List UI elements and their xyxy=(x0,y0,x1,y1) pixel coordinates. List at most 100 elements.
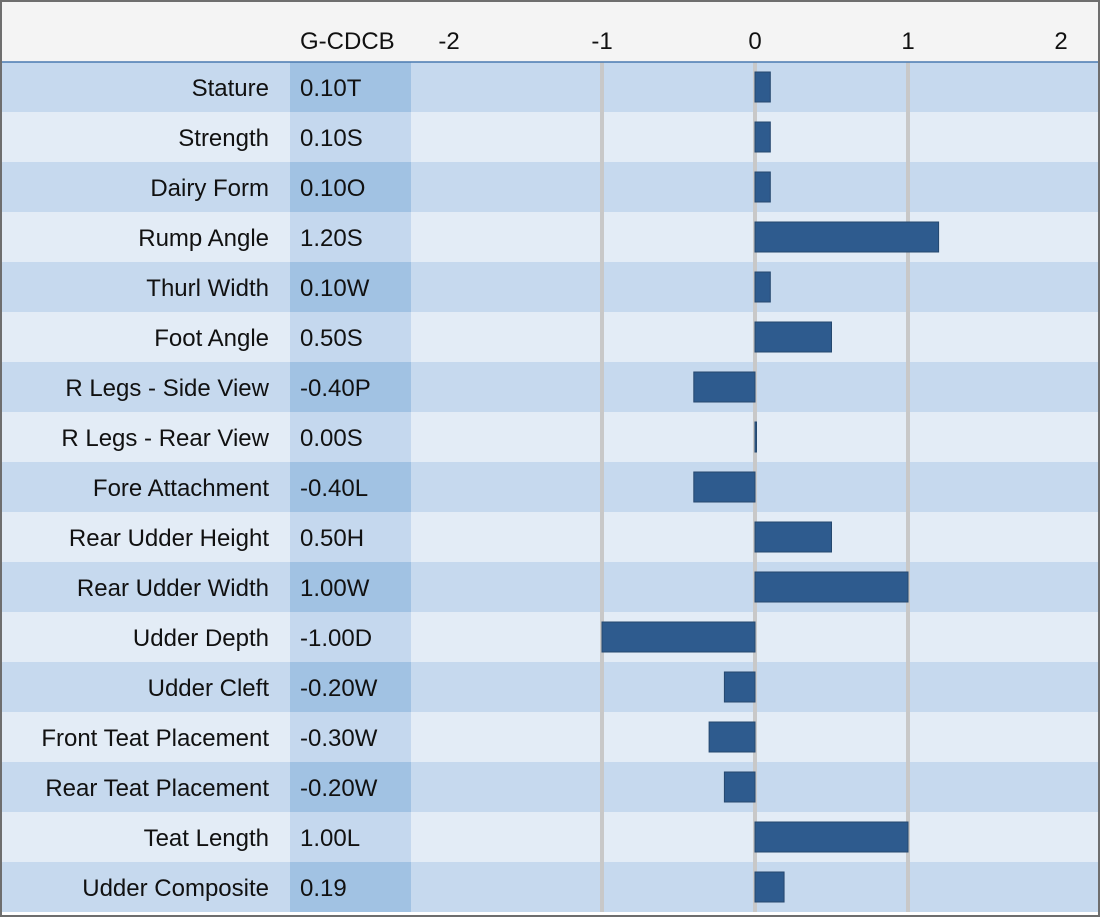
header-background xyxy=(0,0,1100,62)
row-background xyxy=(0,162,1100,212)
value-label: 0.19 xyxy=(300,875,347,902)
x-tick-label: -2 xyxy=(438,28,459,55)
value-cell-background xyxy=(290,662,411,712)
row-background xyxy=(0,312,1100,362)
bar xyxy=(723,771,756,803)
value-label: -0.40L xyxy=(300,475,368,502)
value-cell-background xyxy=(290,262,411,312)
category-label: Rear Udder Width xyxy=(77,575,269,602)
x-tick-label: 1 xyxy=(901,28,914,55)
category-label: Rear Udder Height xyxy=(69,525,269,552)
category-labels: Stature Strength Dairy Form Rump Angle Thurl… xyxy=(41,75,269,902)
bar xyxy=(754,821,909,853)
category-label: Teat Length xyxy=(144,825,269,852)
bar xyxy=(754,221,940,253)
value-cell-background xyxy=(290,812,411,862)
value-cell-background xyxy=(290,462,411,512)
bar xyxy=(693,371,756,403)
value-label: 0.10S xyxy=(300,125,363,152)
x-tick-labels: -2 -1 0 1 2 xyxy=(438,28,1067,55)
category-label: Udder Composite xyxy=(82,875,269,902)
value-cell-background xyxy=(290,212,411,262)
category-label: Strength xyxy=(178,125,269,152)
category-label: R Legs - Side View xyxy=(65,375,269,402)
bar xyxy=(754,571,909,603)
category-label: Udder Cleft xyxy=(148,675,270,702)
value-label: 0.10O xyxy=(300,175,365,202)
bar xyxy=(723,671,756,703)
category-label: Fore Attachment xyxy=(93,475,269,502)
value-cell-background xyxy=(290,312,411,362)
bar xyxy=(708,721,756,753)
row-background xyxy=(0,712,1100,762)
value-column-backgrounds xyxy=(290,62,411,912)
value-label: 0.10W xyxy=(300,275,370,302)
row-background xyxy=(0,812,1100,862)
row-background xyxy=(0,412,1100,462)
row-background xyxy=(0,262,1100,312)
value-cell-background xyxy=(290,612,411,662)
bar xyxy=(754,171,771,203)
value-cell-background xyxy=(290,562,411,612)
value-label: -0.30W xyxy=(300,725,378,752)
bar xyxy=(754,271,771,303)
x-tick-label: 2 xyxy=(1054,28,1067,55)
value-column-header: G-CDCB xyxy=(300,28,395,55)
value-cell-background xyxy=(290,862,411,912)
bar xyxy=(754,421,757,453)
bar xyxy=(693,471,756,503)
value-label: 1.00L xyxy=(300,825,360,852)
category-label: Stature xyxy=(192,75,269,102)
row-background xyxy=(0,462,1100,512)
category-label: Thurl Width xyxy=(146,275,269,302)
bar xyxy=(754,521,832,553)
value-cell-background xyxy=(290,762,411,812)
value-labels: 0.10T 0.10S 0.10O 1.20S 0.10W 0.50S -0.40P 0.00… xyxy=(300,75,378,902)
value-label: 0.00S xyxy=(300,425,363,452)
value-cell-background xyxy=(290,412,411,462)
row-background xyxy=(0,362,1100,412)
value-cell-background xyxy=(290,712,411,762)
bars xyxy=(601,71,940,903)
category-label: Foot Angle xyxy=(154,325,269,352)
value-label: -0.20W xyxy=(300,675,378,702)
row-background xyxy=(0,112,1100,162)
category-label: Dairy Form xyxy=(150,175,269,202)
category-label: Front Teat Placement xyxy=(41,725,269,752)
value-label: 0.10T xyxy=(300,75,362,102)
bar xyxy=(754,71,771,103)
value-cell-background xyxy=(290,512,411,562)
row-background xyxy=(0,62,1100,112)
row-background xyxy=(0,512,1100,562)
value-label: 1.20S xyxy=(300,225,363,252)
value-cell-background xyxy=(290,62,411,112)
value-cell-background xyxy=(290,362,411,412)
row-background xyxy=(0,862,1100,912)
row-background xyxy=(0,662,1100,712)
row-background xyxy=(0,562,1100,612)
row-backgrounds xyxy=(0,62,1100,912)
value-label: -0.20W xyxy=(300,775,378,802)
category-label: Rear Teat Placement xyxy=(45,775,269,802)
bar xyxy=(754,871,785,903)
value-label: 1.00W xyxy=(300,575,370,602)
category-label: R Legs - Rear View xyxy=(61,425,269,452)
category-label: Udder Depth xyxy=(133,625,269,652)
x-tick-label: -1 xyxy=(591,28,612,55)
bar xyxy=(754,321,832,353)
value-cell-background xyxy=(290,112,411,162)
value-label: -0.40P xyxy=(300,375,371,402)
x-tick-label: 0 xyxy=(748,28,761,55)
value-label: -1.00D xyxy=(300,625,372,652)
value-label: 0.50H xyxy=(300,525,364,552)
bar xyxy=(601,621,756,653)
bar xyxy=(754,121,771,153)
row-background xyxy=(0,762,1100,812)
value-cell-background xyxy=(290,162,411,212)
category-label: Rump Angle xyxy=(138,225,269,252)
row-background xyxy=(0,612,1100,662)
value-label: 0.50S xyxy=(300,325,363,352)
